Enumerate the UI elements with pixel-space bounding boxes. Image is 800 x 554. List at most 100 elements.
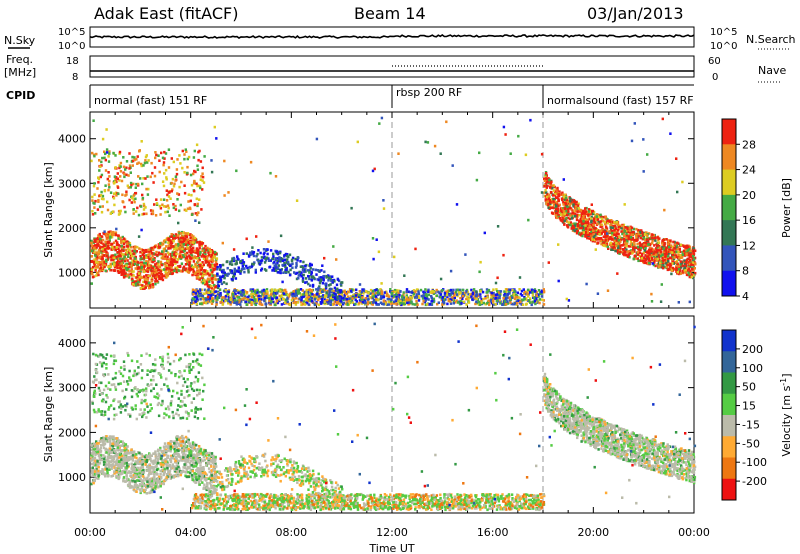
power-echo-cell (351, 301, 355, 304)
power-echo-cell (243, 297, 246, 300)
power-echo-cell (617, 227, 621, 230)
power-echo-cell (201, 179, 204, 182)
power-echo-cell (115, 264, 118, 268)
power-echo-cell (558, 190, 561, 193)
power-echo-cell (558, 217, 562, 220)
power-echo-cell (98, 255, 102, 259)
power-echo-cell (158, 277, 161, 281)
power-echo-cell (584, 217, 587, 221)
power-echo-cell (200, 242, 203, 246)
power-echo-cell (175, 172, 179, 176)
power-echo-cell (108, 152, 111, 155)
power-echo-cell (556, 186, 559, 190)
power-echo-cell (252, 254, 256, 258)
power-echo-cell (149, 249, 153, 253)
power-echo-cell (565, 209, 568, 213)
power-echo-cell (91, 213, 95, 216)
power-echo-cell (283, 301, 287, 304)
power-echo-cell (242, 291, 245, 294)
power-echo-cell (194, 212, 197, 215)
power-echo-cell (157, 260, 160, 263)
power-echo-cell (190, 183, 194, 187)
power-echo-cell (139, 258, 142, 261)
power-echo-cell (141, 284, 144, 287)
power-echo-cell (165, 238, 169, 241)
power-echo-cell (171, 261, 174, 265)
power-echo-cell (142, 261, 145, 265)
power-echo-cell (329, 303, 332, 306)
power-echo-cell (136, 182, 140, 186)
power-echo-cell (681, 269, 684, 273)
power-echo-cell (166, 255, 169, 259)
power-echo-cell (301, 268, 305, 272)
power-echo-cell (466, 295, 469, 299)
power-echo-cell (257, 294, 260, 298)
power-echo-cell (288, 273, 292, 277)
power-echo-cell (96, 187, 99, 190)
power-echo-cell (253, 261, 256, 264)
power-echo-cell (92, 246, 96, 250)
power-echo-cell (474, 294, 478, 297)
power-echo-cell (689, 249, 692, 253)
power-echo-cell (194, 170, 197, 174)
power-echo-cell (379, 301, 383, 305)
power-echo-cell (185, 234, 188, 237)
power-echo-cell (655, 247, 658, 250)
power-echo-cell (631, 232, 635, 236)
power-echo-cell (189, 251, 193, 255)
power-echo-cell (280, 293, 284, 297)
power-echo-cell (147, 281, 151, 285)
power-echo-cell (132, 212, 135, 215)
power-echo-cell (379, 288, 382, 291)
power-echo-cell (316, 269, 320, 272)
power-echo-cell (174, 254, 177, 257)
power-echo-cell (171, 233, 175, 237)
power-echo-cell (282, 271, 285, 274)
power-echo-cell (210, 272, 213, 275)
power-echo-cell (610, 222, 613, 225)
power-echo-cell (218, 288, 222, 291)
power-echo-cell (588, 237, 591, 240)
power-echo-cell (677, 264, 680, 267)
power-echo-cell (115, 246, 118, 249)
power-echo-cell (139, 250, 142, 254)
power-echo-cell (423, 300, 427, 304)
power-echo-cell (298, 270, 301, 274)
power-echo-cell (311, 275, 314, 279)
power-echo-cell (204, 298, 208, 301)
power-echo-cell (246, 298, 250, 301)
power-echo-cell (315, 273, 318, 276)
power-echo-cell (645, 231, 648, 235)
power-echo-cell (460, 302, 463, 305)
power-echo-cell (192, 270, 196, 273)
power-echo-cell (492, 291, 495, 295)
power-echo-cell (112, 269, 116, 272)
power-echo-cell (330, 299, 333, 302)
power-echo-cell (578, 226, 581, 230)
power-echo-cell (683, 262, 687, 266)
power-echo-cell (112, 196, 116, 200)
power-echo-cell (198, 269, 201, 272)
power-echo-cell (655, 249, 658, 252)
power-echo-cell (411, 291, 414, 295)
power-echo-cell (354, 298, 357, 302)
power-echo-cell (354, 302, 357, 306)
power-echo-cell (131, 249, 134, 253)
power-echo-cell (424, 303, 428, 307)
power-echo-cell (456, 294, 459, 298)
power-echo-cell (173, 182, 176, 186)
power-echo-cell (267, 257, 270, 260)
power-echo-cell (576, 227, 580, 230)
power-echo-cell (555, 209, 558, 213)
power-echo-cell (306, 301, 309, 305)
power-echo-cell (167, 148, 171, 151)
power-echo-cell (305, 292, 308, 295)
power-echo-cell (424, 299, 427, 302)
power-echo-cell (355, 300, 358, 303)
power-echo-cell (132, 208, 135, 211)
power-echo-cell (236, 270, 239, 273)
power-echo-cell (125, 257, 128, 261)
power-echo-cell (513, 302, 517, 305)
power-echo-cell (128, 244, 132, 247)
power-echo-cell (161, 180, 165, 183)
